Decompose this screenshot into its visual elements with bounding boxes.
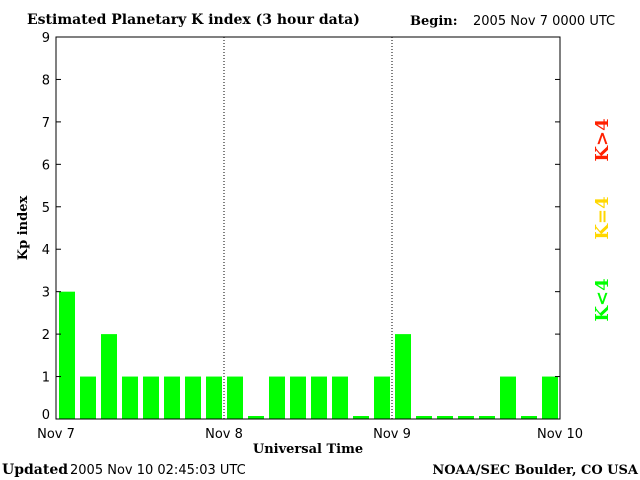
y-axis-label: Kp index	[16, 196, 31, 261]
kp-bar	[185, 376, 201, 419]
kp-bar	[332, 376, 348, 419]
kp-bar	[248, 416, 264, 419]
kp-bar	[269, 376, 285, 419]
updated-label: Updated	[2, 462, 68, 478]
y-tick-label: 4	[42, 243, 50, 258]
legend-entry-k-below-4: K<4	[592, 278, 613, 321]
kp-bar	[374, 376, 390, 419]
begin-value: 2005 Nov 7 0000 UTC	[473, 14, 615, 29]
begin-label: Begin:	[410, 14, 458, 29]
kp-bar	[395, 334, 411, 419]
y-tick-label: 8	[42, 73, 50, 88]
x-tick-label: Nov 10	[537, 427, 583, 442]
kp-bar	[59, 291, 75, 419]
kp-bar	[542, 376, 558, 419]
y-tick-label: 5	[42, 201, 50, 216]
y-tick-label: 3	[42, 286, 50, 301]
chart-title: Estimated Planetary K index (3 hour data…	[27, 12, 360, 28]
kp-bar	[290, 376, 306, 419]
kp-bar	[143, 376, 159, 419]
kp-bar	[80, 376, 96, 419]
kp-bar	[458, 416, 474, 419]
y-tick-label: 1	[42, 371, 50, 386]
kp-bar	[437, 416, 453, 419]
x-axis-label: Universal Time	[253, 442, 363, 457]
kp-bar	[206, 376, 222, 419]
plot-frame	[55, 36, 561, 420]
y-tick-label: 0	[42, 408, 50, 423]
kp-bar	[416, 416, 432, 419]
updated-value: 2005 Nov 10 02:45:03 UTC	[70, 463, 246, 478]
kp-bar	[353, 416, 369, 419]
kp-bar	[101, 334, 117, 419]
y-tick-label: 6	[42, 158, 50, 173]
x-tick-label: Nov 8	[205, 427, 243, 442]
legend-entry-k-above-4: K>4	[592, 118, 613, 161]
kp-bar	[164, 376, 180, 419]
footer-credit: NOAA/SEC Boulder, CO USA	[432, 463, 639, 478]
kp-bar	[500, 376, 516, 419]
kp-bar	[479, 416, 495, 419]
x-tick-label: Nov 7	[37, 427, 75, 442]
kp-bar	[521, 416, 537, 419]
legend-entry-k-equal-4: K=4	[592, 196, 613, 239]
kp-bar	[122, 376, 138, 419]
y-tick-label: 9	[42, 31, 50, 46]
x-tick-label: Nov 9	[373, 427, 411, 442]
y-tick-label: 2	[42, 328, 50, 343]
y-tick-label: 7	[42, 116, 50, 131]
kp-bar	[227, 376, 243, 419]
kp-bar	[311, 376, 327, 419]
